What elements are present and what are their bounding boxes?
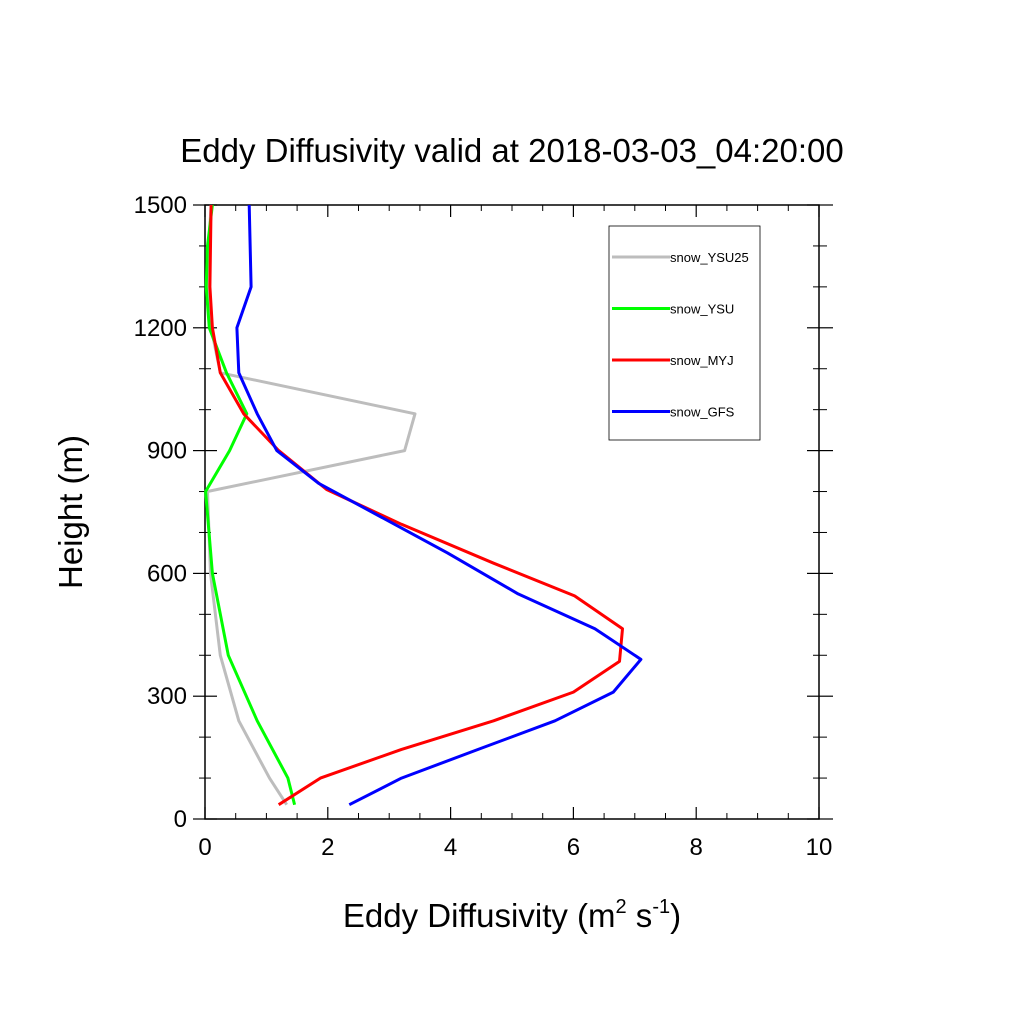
series-line-snow-ysu25 — [206, 204, 417, 806]
x-tick-label: 0 — [198, 834, 211, 861]
x-tick-label: 10 — [806, 834, 833, 861]
axis-ticks: 0 2 4 6 8 10 0 300 600 900 1200 1500 — [134, 192, 833, 861]
series-line-snow-myj — [208, 204, 624, 806]
x-axis-label-sup1: 2 — [616, 896, 627, 918]
y-tick-label: 900 — [147, 438, 187, 465]
y-tick-label: 1500 — [134, 192, 187, 219]
x-tick-label: 2 — [321, 834, 334, 861]
y-tick-label: 0 — [174, 806, 187, 833]
legend-label: snow_MYJ — [670, 353, 734, 368]
x-axis-label-end: ) — [670, 897, 681, 934]
y-tick-label: 300 — [147, 683, 187, 710]
legend-label: snow_YSU25 — [670, 250, 749, 265]
series-line-snow-gfs — [235, 204, 643, 807]
series-lines — [204, 204, 643, 807]
y-tick-label: 600 — [147, 560, 187, 587]
x-tick-label: 8 — [690, 834, 703, 861]
legend-box — [608, 225, 761, 441]
y-tick-label: 1200 — [134, 315, 187, 342]
series-line-snow-ysu — [204, 204, 297, 806]
x-axis-label-sup2: -1 — [652, 896, 670, 918]
legend: snow_YSU25 snow_YSU snow_MYJ snow_GFS — [608, 225, 761, 441]
x-axis-label-mid: s — [627, 897, 653, 934]
x-axis-label: Eddy Diffusivity (m2 s-1) — [343, 896, 681, 934]
chart-title: Eddy Diffusivity valid at 2018-03-03_04:… — [180, 132, 843, 169]
y-axis-label: Height (m) — [52, 435, 89, 589]
x-tick-label: 6 — [567, 834, 580, 861]
legend-label: snow_YSU — [670, 302, 734, 317]
x-tick-label: 4 — [444, 834, 457, 861]
legend-label: snow_GFS — [670, 405, 735, 420]
x-axis-label-main: Eddy Diffusivity (m — [343, 897, 616, 934]
